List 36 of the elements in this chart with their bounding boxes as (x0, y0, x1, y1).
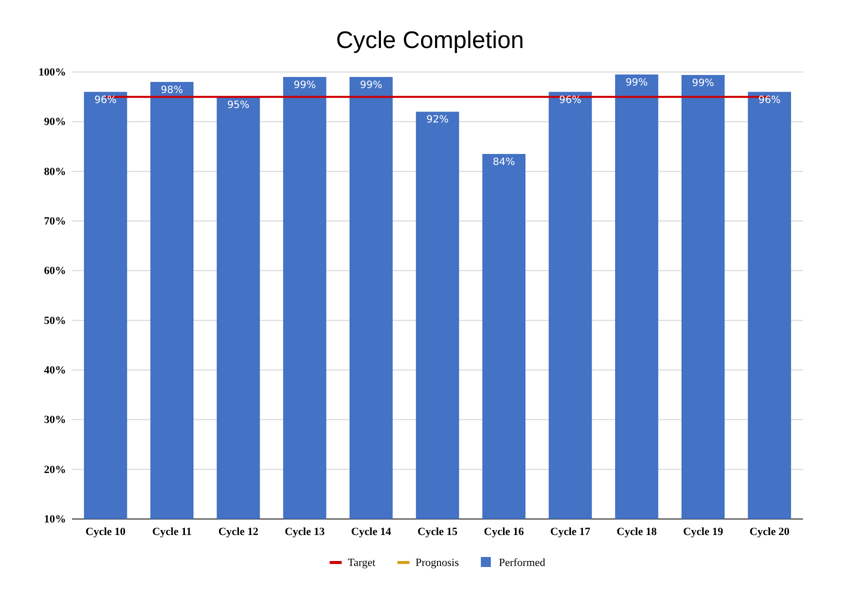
legend-label: Performed (498, 557, 546, 569)
y-tick-label: 10% (44, 514, 66, 526)
x-tick-label: Cycle 11 (152, 526, 192, 538)
x-tick-label: Cycle 19 (683, 526, 724, 538)
x-tick-label: Cycle 14 (351, 526, 392, 538)
x-tick-label: Cycle 13 (284, 526, 326, 538)
x-tick-label: Cycle 10 (86, 526, 126, 538)
data-label: 84% (492, 156, 516, 168)
legend-label: Prognosis (415, 557, 459, 569)
y-tick-label: 20% (44, 464, 66, 476)
data-label: 95% (227, 100, 250, 111)
data-label: 96% (94, 94, 117, 106)
data-label: 99% (626, 77, 648, 88)
x-tick-label: Cycle 17 (550, 526, 591, 538)
y-tick-label: 30% (44, 414, 66, 426)
x-tick-label: Cycle 15 (417, 526, 458, 538)
y-tick-label: 50% (44, 314, 66, 327)
data-label: 99% (294, 80, 316, 91)
y-tick-label: 90% (44, 116, 66, 128)
x-tick-label: Cycle 12 (218, 526, 259, 538)
data-label: 98% (160, 84, 184, 96)
x-tick-label: Cycle 18 (616, 526, 658, 538)
data-label: 96% (559, 94, 582, 106)
data-label: 99% (360, 80, 382, 91)
data-label: 99% (692, 78, 714, 89)
x-tick-label: Cycle 20 (749, 526, 790, 538)
y-tick-label: 70% (44, 216, 66, 228)
y-tick-label: 60% (44, 265, 66, 278)
data-label: 92% (426, 114, 449, 126)
data-label: 96% (758, 94, 781, 106)
y-tick-label: 40% (44, 364, 66, 377)
legend-label: Target (348, 557, 376, 569)
x-tick-label: Cycle 16 (484, 526, 524, 538)
y-tick-label: 80% (44, 166, 66, 178)
y-tick-label: 100% (38, 66, 66, 79)
chart-title: Cycle Completion (336, 27, 524, 54)
